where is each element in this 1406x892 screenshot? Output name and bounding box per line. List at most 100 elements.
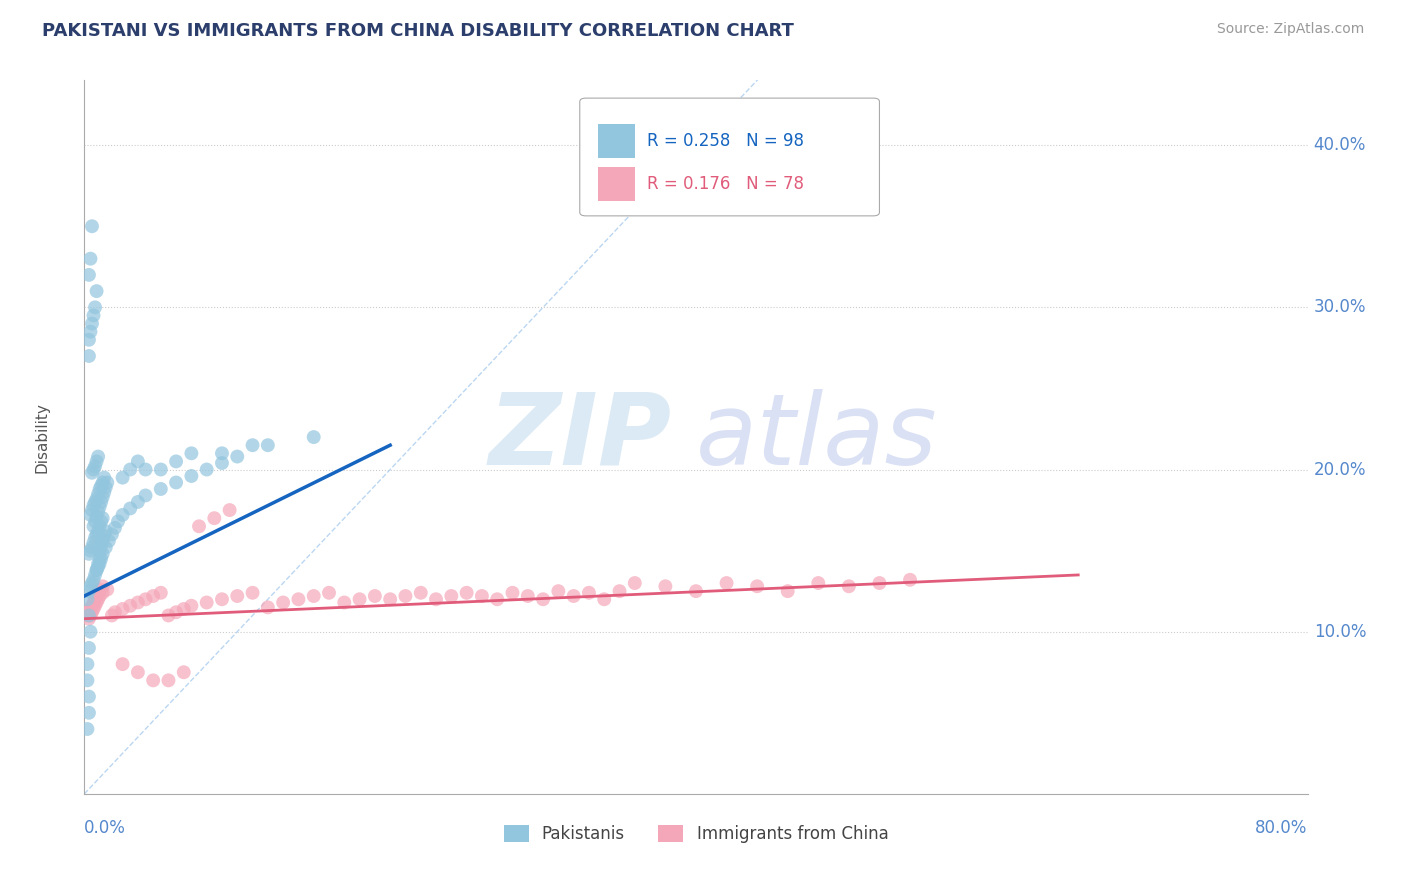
Point — [104, 605, 127, 619]
Point — [86, 527, 108, 541]
Point — [111, 602, 134, 616]
Point — [157, 673, 180, 688]
Point — [180, 599, 202, 613]
Point — [87, 586, 110, 600]
Point — [89, 551, 111, 566]
Point — [486, 592, 509, 607]
Point — [149, 482, 172, 496]
Point — [364, 589, 387, 603]
Point — [90, 495, 112, 509]
Point — [77, 690, 100, 704]
Point — [76, 722, 98, 736]
Point — [173, 665, 195, 680]
Point — [180, 469, 202, 483]
Point — [202, 511, 225, 525]
Point — [91, 586, 114, 600]
Point — [84, 515, 107, 529]
Point — [87, 559, 110, 574]
Point — [87, 592, 110, 607]
Point — [80, 503, 103, 517]
Point — [188, 519, 211, 533]
Text: PAKISTANI VS IMMIGRANTS FROM CHINA DISABILITY CORRELATION CHART: PAKISTANI VS IMMIGRANTS FROM CHINA DISAB… — [42, 22, 794, 40]
Point — [83, 498, 105, 512]
Text: ZIP: ZIP — [488, 389, 672, 485]
Point — [807, 576, 830, 591]
Point — [157, 608, 180, 623]
Point — [165, 605, 187, 619]
Point — [654, 579, 676, 593]
Point — [91, 475, 114, 490]
Point — [578, 586, 600, 600]
Point — [87, 505, 110, 519]
Text: 0.0%: 0.0% — [84, 819, 127, 837]
Point — [218, 503, 240, 517]
Point — [77, 584, 100, 599]
Text: 40.0%: 40.0% — [1313, 136, 1367, 154]
Point — [79, 602, 101, 616]
Point — [89, 519, 111, 533]
Bar — [598, 167, 636, 201]
Point — [77, 640, 100, 655]
Text: 20.0%: 20.0% — [1313, 460, 1367, 478]
Point — [86, 563, 108, 577]
Point — [685, 584, 707, 599]
Text: 30.0%: 30.0% — [1313, 298, 1367, 317]
Point — [593, 592, 616, 607]
Point — [120, 462, 142, 476]
Point — [101, 527, 124, 541]
Point — [87, 450, 110, 464]
Point — [302, 430, 325, 444]
Point — [90, 551, 112, 566]
Point — [77, 547, 100, 561]
Point — [180, 446, 202, 460]
Point — [838, 579, 860, 593]
Text: R = 0.176   N = 78: R = 0.176 N = 78 — [647, 175, 804, 193]
Point — [80, 219, 103, 234]
Point — [211, 592, 233, 607]
Point — [83, 309, 105, 323]
Text: Disability: Disability — [34, 401, 49, 473]
Point — [76, 673, 98, 688]
Point — [111, 470, 134, 484]
Point — [149, 462, 172, 476]
Point — [83, 573, 105, 587]
Point — [89, 543, 111, 558]
Point — [165, 475, 187, 490]
Point — [84, 459, 107, 474]
Point — [76, 657, 98, 672]
Point — [111, 508, 134, 522]
Point — [624, 576, 647, 591]
Point — [471, 589, 494, 603]
Point — [287, 592, 309, 607]
Point — [87, 487, 110, 501]
Point — [84, 568, 107, 582]
Point — [242, 438, 264, 452]
Point — [333, 595, 356, 609]
Point — [79, 252, 101, 266]
Point — [142, 589, 165, 603]
Point — [79, 624, 101, 639]
Point — [86, 589, 108, 603]
Point — [90, 539, 112, 553]
Point — [80, 599, 103, 613]
Point — [80, 466, 103, 480]
Point — [84, 301, 107, 315]
Point — [211, 446, 233, 460]
Point — [120, 501, 142, 516]
Point — [86, 595, 108, 609]
Point — [86, 509, 108, 524]
Point — [94, 524, 117, 538]
FancyBboxPatch shape — [579, 98, 880, 216]
Point — [76, 608, 98, 623]
Point — [77, 612, 100, 626]
Point — [86, 563, 108, 577]
Point — [716, 576, 738, 591]
Point — [380, 592, 402, 607]
Point — [211, 456, 233, 470]
Point — [142, 673, 165, 688]
Point — [79, 579, 101, 593]
Point — [83, 519, 105, 533]
Point — [96, 475, 118, 490]
Point — [96, 582, 118, 597]
Point — [86, 491, 108, 506]
